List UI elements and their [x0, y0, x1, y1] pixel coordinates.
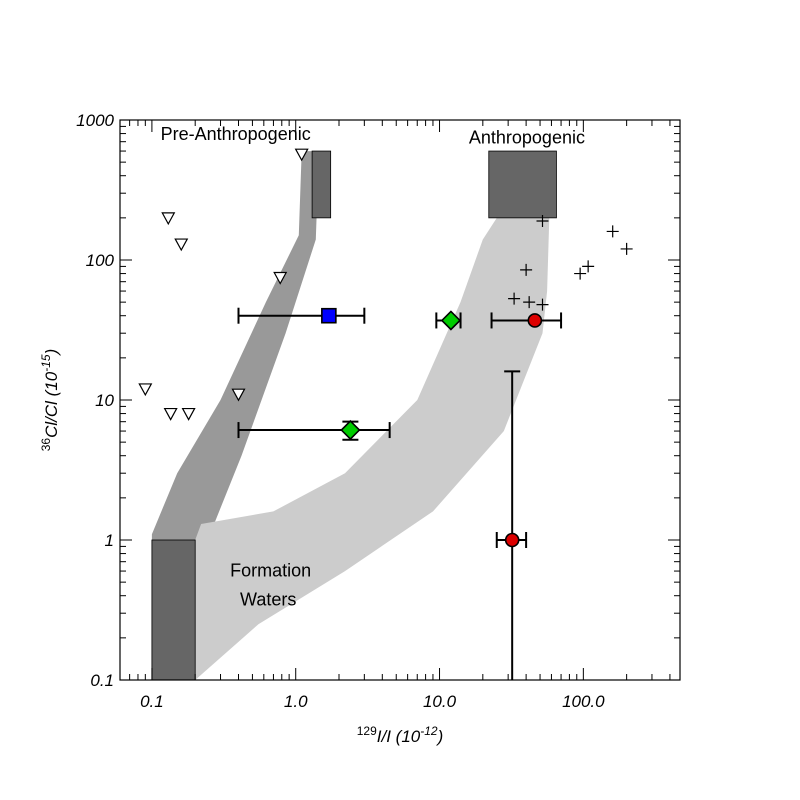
plus-marker [620, 242, 633, 255]
y-axis-label: 36Cl/Cl (10-15) [39, 349, 61, 452]
plot-frame [119, 119, 681, 681]
markers-layer [138, 148, 633, 548]
diamond-marker [440, 310, 462, 331]
bands-layer [151, 151, 550, 681]
y-tick-label: 10 [95, 391, 114, 410]
y-tick-label: 1000 [76, 111, 114, 130]
circle-marker [527, 313, 543, 328]
x-tick-label: 0.1 [140, 692, 164, 711]
x-tick-label: 10.0 [423, 692, 457, 711]
y-tick-label: 0.1 [90, 671, 114, 690]
triangle-marker [138, 383, 153, 397]
triangle-marker [174, 238, 189, 252]
x-tick-label: 1.0 [284, 692, 308, 711]
anthropogenic-box [488, 150, 557, 219]
annotation: Waters [240, 590, 296, 610]
x-tick-label: 100.0 [562, 692, 605, 711]
plus-marker [536, 214, 549, 227]
annotation: Anthropogenic [469, 127, 585, 147]
y-tick-label: 100 [86, 251, 115, 270]
triangle-marker [161, 212, 176, 226]
plus-marker [523, 296, 536, 309]
triangle-marker [231, 388, 246, 402]
plus-marker [536, 298, 549, 311]
plus-marker [520, 263, 533, 276]
plus-marker [606, 225, 619, 238]
triangle-marker [294, 148, 309, 162]
anthropogenic-band [192, 217, 550, 680]
circle-marker [504, 532, 520, 548]
square-marker [321, 307, 337, 324]
plus-marker [574, 267, 587, 280]
y-tick-label: 1 [105, 531, 114, 550]
triangle-marker [181, 407, 196, 421]
pre-anthropogenic-box [311, 150, 332, 219]
annotations-layer: Pre-Anthropogenic Anthropogenic Formation W… [161, 124, 585, 610]
triangle-marker [163, 407, 178, 421]
triangle-marker [273, 271, 288, 285]
formation-waters-box [151, 539, 196, 681]
annotation: Formation [230, 560, 311, 580]
x-axis-label: 129I/I (10-12) [357, 724, 444, 746]
plus-marker [508, 292, 521, 305]
plus-marker [582, 260, 595, 273]
diamond-marker [340, 419, 361, 441]
annotation: Pre-Anthropogenic [161, 124, 311, 144]
axes-layer: 0.1 1.0 10.0 100.0 0.1 1 10 100 1000 [76, 111, 680, 711]
error-bars-layer [237, 307, 563, 680]
